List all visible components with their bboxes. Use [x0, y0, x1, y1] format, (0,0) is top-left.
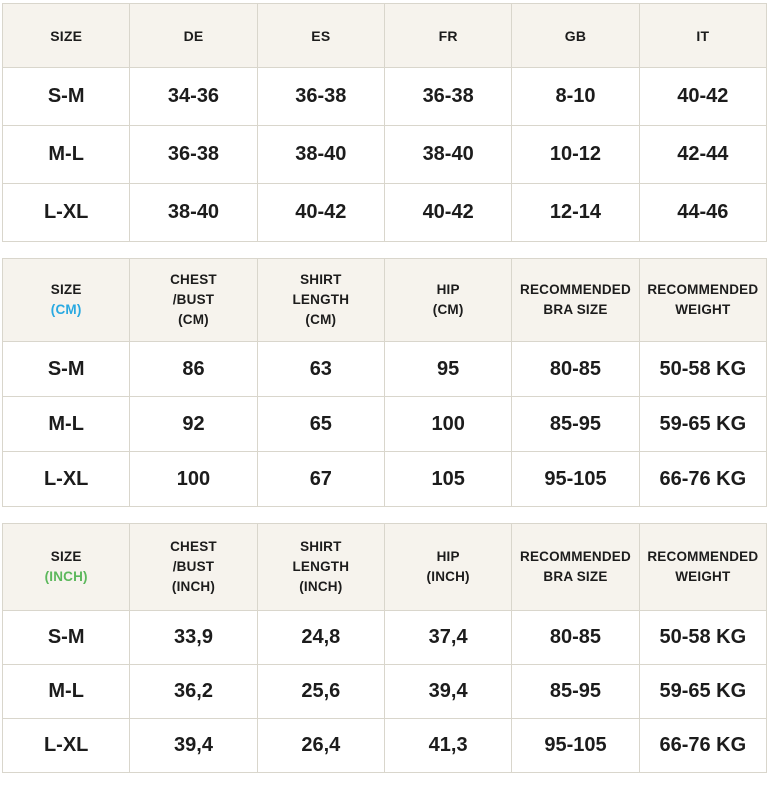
- table-cell: 85-95: [511, 396, 640, 452]
- table-cell: 44-46: [638, 183, 768, 242]
- measurements-cm-table: SIZE (CM) CHEST /BUST (CM) SHIRT LENGTH …: [1, 258, 768, 507]
- table-cell: 34-36: [129, 67, 258, 126]
- size-label: L-XL: [1, 718, 131, 773]
- column-header-weight: RECOMMENDED WEIGHT: [638, 258, 768, 342]
- table-row: L-XL 39,4 26,4 41,3 95-105 66-76 KG: [1, 718, 768, 773]
- table-cell: 66-76 KG: [638, 451, 768, 507]
- table-cell: 65: [256, 396, 385, 452]
- table-cell: 95-105: [511, 718, 640, 773]
- size-label: M-L: [1, 125, 131, 184]
- column-header-size-cm: SIZE (CM): [1, 258, 131, 342]
- table-cell: 59-65 KG: [638, 396, 768, 452]
- table-cell: 86: [129, 341, 258, 397]
- cm-unit-label: (CM): [50, 302, 82, 317]
- table-row: L-XL 38-40 40-42 40-42 12-14 44-46: [1, 183, 768, 242]
- table-cell: 36-38: [383, 67, 513, 126]
- table-cell: 36-38: [256, 67, 385, 126]
- column-header-size-inch: SIZE (INCH): [1, 523, 131, 611]
- column-header-gb: GB: [511, 3, 640, 68]
- table-row: M-L 36,2 25,6 39,4 85-95 59-65 KG: [1, 664, 768, 719]
- table-cell: 100: [383, 396, 513, 452]
- column-header-hip-cm: HIP (CM): [383, 258, 513, 342]
- size-label: S-M: [1, 67, 131, 126]
- table-header-row: SIZE DE ES FR GB IT: [1, 3, 768, 68]
- size-label: S-M: [1, 610, 131, 665]
- table-cell: 66-76 KG: [638, 718, 768, 773]
- table-cell: 33,9: [129, 610, 258, 665]
- table-cell: 40-42: [638, 67, 768, 126]
- table-row: S-M 34-36 36-38 36-38 8-10 40-42: [1, 67, 768, 126]
- size-conversion-table: SIZE DE ES FR GB IT S-M 34-36 36-38 36-3…: [1, 3, 768, 242]
- table-cell: 92: [129, 396, 258, 452]
- column-header-chest-inch: CHEST /BUST (INCH): [129, 523, 258, 611]
- column-header-hip-inch: HIP (INCH): [383, 523, 513, 611]
- table-row: L-XL 100 67 105 95-105 66-76 KG: [1, 451, 768, 507]
- column-header-it: IT: [638, 3, 768, 68]
- table-cell: 50-58 KG: [638, 610, 768, 665]
- table-cell: 95-105: [511, 451, 640, 507]
- table-cell: 40-42: [256, 183, 385, 242]
- table-cell: 50-58 KG: [638, 341, 768, 397]
- inch-unit-label: (INCH): [44, 569, 88, 584]
- table-cell: 38-40: [129, 183, 258, 242]
- column-header-size: SIZE: [1, 3, 131, 68]
- table-cell: 12-14: [511, 183, 640, 242]
- table-row: S-M 86 63 95 80-85 50-58 KG: [1, 341, 768, 397]
- measurements-inch-table: SIZE (INCH) CHEST /BUST (INCH) SHIRT LEN…: [1, 523, 768, 773]
- table-row: M-L 36-38 38-40 38-40 10-12 42-44: [1, 125, 768, 184]
- table-header-row: SIZE (INCH) CHEST /BUST (INCH) SHIRT LEN…: [1, 523, 768, 611]
- size-label: L-XL: [1, 183, 131, 242]
- table-cell: 39,4: [383, 664, 513, 719]
- table-row: M-L 92 65 100 85-95 59-65 KG: [1, 396, 768, 452]
- size-label: M-L: [1, 396, 131, 452]
- table-cell: 38-40: [256, 125, 385, 184]
- table-cell: 105: [383, 451, 513, 507]
- column-header-fr: FR: [383, 3, 513, 68]
- column-header-de: DE: [129, 3, 258, 68]
- table-cell: 40-42: [383, 183, 513, 242]
- table-cell: 26,4: [256, 718, 385, 773]
- table-cell: 36-38: [129, 125, 258, 184]
- column-header-weight: RECOMMENDED WEIGHT: [638, 523, 768, 611]
- table-cell: 41,3: [383, 718, 513, 773]
- table-cell: 95: [383, 341, 513, 397]
- column-header-chest-cm: CHEST /BUST (CM): [129, 258, 258, 342]
- table-cell: 8-10: [511, 67, 640, 126]
- size-label: S-M: [1, 341, 131, 397]
- table-cell: 59-65 KG: [638, 664, 768, 719]
- table-cell: 42-44: [638, 125, 768, 184]
- table-cell: 80-85: [511, 610, 640, 665]
- size-label: L-XL: [1, 451, 131, 507]
- table-cell: 10-12: [511, 125, 640, 184]
- column-header-es: ES: [256, 3, 385, 68]
- column-header-shirt-length-cm: SHIRT LENGTH (CM): [256, 258, 385, 342]
- table-cell: 63: [256, 341, 385, 397]
- table-cell: 67: [256, 451, 385, 507]
- size-label: M-L: [1, 664, 131, 719]
- table-cell: 36,2: [129, 664, 258, 719]
- column-header-shirt-length-inch: SHIRT LENGTH (INCH): [256, 523, 385, 611]
- column-header-bra-size: RECOMMENDED BRA SIZE: [511, 523, 640, 611]
- table-cell: 38-40: [383, 125, 513, 184]
- table-row: S-M 33,9 24,8 37,4 80-85 50-58 KG: [1, 610, 768, 665]
- table-cell: 25,6: [256, 664, 385, 719]
- table-cell: 39,4: [129, 718, 258, 773]
- table-header-row: SIZE (CM) CHEST /BUST (CM) SHIRT LENGTH …: [1, 258, 768, 342]
- table-cell: 80-85: [511, 341, 640, 397]
- table-cell: 24,8: [256, 610, 385, 665]
- table-cell: 37,4: [383, 610, 513, 665]
- table-cell: 85-95: [511, 664, 640, 719]
- table-cell: 100: [129, 451, 258, 507]
- column-header-bra-size: RECOMMENDED BRA SIZE: [511, 258, 640, 342]
